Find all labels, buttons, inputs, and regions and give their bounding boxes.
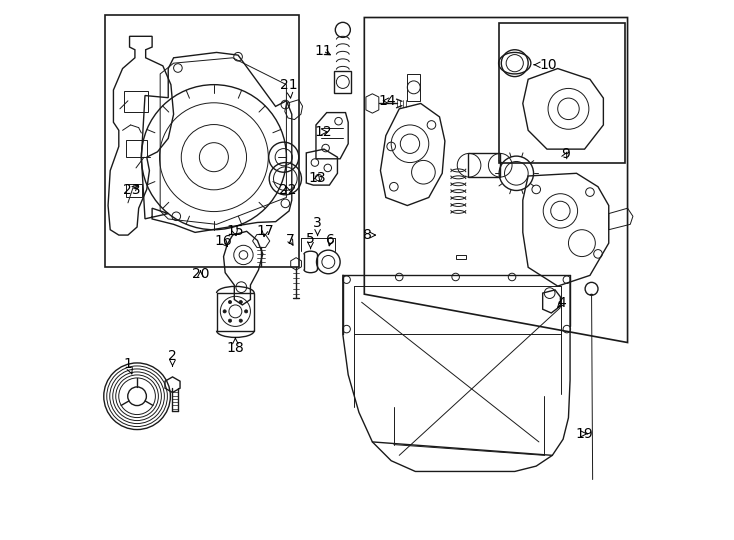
Text: 8: 8 — [363, 228, 376, 242]
Bar — [407, 74, 420, 101]
Text: 4: 4 — [557, 296, 566, 310]
Bar — [105, 15, 299, 267]
Text: 6: 6 — [326, 233, 335, 247]
Bar — [468, 153, 501, 177]
Circle shape — [228, 319, 232, 322]
Text: 5: 5 — [306, 232, 315, 248]
Text: 10: 10 — [534, 58, 557, 72]
Text: 17: 17 — [256, 224, 274, 238]
Text: 15: 15 — [226, 224, 244, 238]
Bar — [126, 140, 147, 157]
Text: 23: 23 — [123, 184, 140, 198]
Circle shape — [239, 300, 242, 303]
Text: 12: 12 — [314, 125, 332, 139]
Bar — [124, 91, 148, 112]
Text: 1: 1 — [123, 357, 132, 374]
Text: 2: 2 — [168, 349, 177, 366]
Circle shape — [239, 319, 242, 322]
Circle shape — [228, 300, 232, 303]
Text: 9: 9 — [562, 147, 570, 161]
Text: 16: 16 — [214, 234, 232, 248]
Text: 3: 3 — [313, 215, 322, 235]
Text: 14: 14 — [379, 94, 396, 108]
Bar — [456, 255, 466, 259]
Text: 11: 11 — [314, 44, 332, 58]
Bar — [498, 23, 625, 163]
Bar — [217, 293, 254, 330]
Bar — [334, 71, 352, 93]
Text: 21: 21 — [280, 78, 298, 98]
Text: 18: 18 — [227, 338, 244, 355]
Circle shape — [244, 310, 248, 313]
Circle shape — [223, 310, 226, 313]
Text: 19: 19 — [575, 427, 594, 441]
Text: 22: 22 — [279, 184, 297, 198]
Text: 20: 20 — [192, 267, 209, 281]
Bar — [126, 184, 142, 198]
Text: 13: 13 — [309, 171, 327, 185]
Text: 7: 7 — [286, 233, 294, 247]
